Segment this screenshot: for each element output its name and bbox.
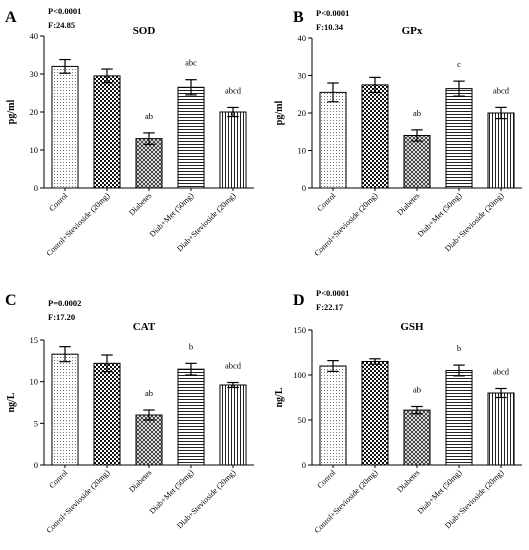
bar: [319, 91, 347, 189]
chart-panel-d: DGSHP<0.0001F:22.17050100150ng/LConrolCo…: [274, 288, 522, 535]
y-tick-label: 0: [34, 460, 38, 470]
chart-title: SOD: [133, 25, 156, 37]
significance-label: b: [189, 341, 193, 351]
bar: [219, 384, 247, 466]
chart-title: GSH: [400, 321, 424, 333]
significance-label: b: [457, 343, 461, 353]
significance-label: c: [457, 59, 461, 69]
y-axis-label: pg/ml: [274, 101, 285, 126]
stat-annotation: F:17.20: [48, 312, 75, 322]
y-tick-label: 30: [30, 69, 39, 79]
y-tick-label: 0: [302, 460, 306, 470]
chart-panel-b: BGPxP<0.0001F:10.34010203040pg/mlConrolC…: [274, 8, 522, 258]
significance-label: ab: [413, 108, 421, 118]
x-tick-label: Diabetes: [395, 468, 421, 494]
x-tick-label: Diabetes: [127, 468, 153, 494]
stat-annotation: P=0.0002: [48, 298, 81, 308]
y-tick-label: 40: [30, 31, 39, 41]
y-tick-label: 20: [30, 107, 39, 117]
y-axis-label: pg/ml: [6, 100, 17, 125]
chart-panel-a: ASODP<0.0001F:24.85010203040pg/mlConrolC…: [5, 6, 254, 258]
bar: [445, 370, 473, 466]
significance-label: abcd: [225, 361, 242, 371]
x-tick-label: Diab+Met (50mg): [416, 191, 464, 239]
bar: [93, 362, 121, 466]
x-tick-label: Diab+Met (50mg): [148, 468, 196, 516]
x-tick-label: Diabetes: [395, 191, 421, 217]
bar: [487, 392, 515, 466]
y-tick-label: 50: [298, 415, 307, 425]
panel-letter: D: [293, 292, 305, 309]
stat-annotation: P<0.0001: [316, 8, 349, 18]
significance-label: ab: [145, 111, 153, 121]
y-tick-label: 0: [34, 183, 38, 193]
bar: [135, 414, 163, 466]
significance-label: abcd: [225, 85, 242, 95]
y-tick-label: 20: [298, 108, 307, 118]
chart-title: CAT: [133, 321, 156, 333]
y-tick-label: 0: [302, 183, 306, 193]
stat-annotation: F:22.17: [316, 302, 344, 312]
y-tick-label: 10: [30, 145, 39, 155]
x-tick-label: Conrol: [47, 191, 70, 214]
significance-label: abcd: [493, 367, 510, 377]
y-tick-label: 40: [298, 33, 307, 43]
x-tick-label: Diab+Met (50mg): [148, 191, 196, 239]
bar: [219, 111, 247, 189]
x-tick-label: Conrol: [315, 468, 338, 491]
x-tick-label: Diab+Met (50mg): [416, 468, 464, 516]
bar: [51, 65, 79, 189]
bar: [93, 75, 121, 189]
bar: [403, 135, 431, 189]
x-tick-label: Diabetes: [127, 191, 153, 217]
panel-letter: B: [293, 9, 304, 26]
significance-label: abc: [185, 58, 197, 68]
y-tick-label: 5: [34, 418, 38, 428]
bar: [361, 84, 389, 189]
panel-letter: C: [5, 292, 17, 309]
significance-label: ab: [413, 385, 421, 395]
significance-label: abcd: [493, 85, 510, 95]
bar: [319, 365, 347, 466]
y-axis-label: ng/L: [274, 387, 285, 407]
y-tick-label: 30: [298, 71, 307, 81]
bar: [487, 112, 515, 189]
y-tick-label: 15: [30, 335, 39, 345]
y-tick-label: 10: [30, 377, 39, 387]
bar: [177, 86, 205, 189]
bar: [361, 361, 389, 466]
x-tick-label: Conrol: [315, 191, 338, 214]
stat-annotation: P<0.0001: [316, 288, 349, 298]
stat-annotation: P<0.0001: [48, 6, 81, 16]
bar: [51, 353, 79, 466]
bar: [135, 138, 163, 189]
y-tick-label: 100: [293, 370, 306, 380]
significance-label: ab: [145, 388, 153, 398]
y-axis-label: ng/L: [6, 392, 17, 412]
y-tick-label: 150: [293, 325, 306, 335]
panel-letter: A: [5, 9, 17, 26]
bar: [177, 368, 205, 466]
chart-panel-c: CCATP=0.0002F:17.20051015ng/LConrolConro…: [5, 292, 254, 535]
bar: [403, 409, 431, 466]
stat-annotation: F:10.34: [316, 22, 344, 32]
x-tick-label: Conrol: [47, 468, 70, 491]
bar: [445, 88, 473, 189]
chart-title: GPx: [402, 25, 423, 37]
stat-annotation: F:24.85: [48, 20, 75, 30]
y-tick-label: 10: [298, 146, 307, 156]
